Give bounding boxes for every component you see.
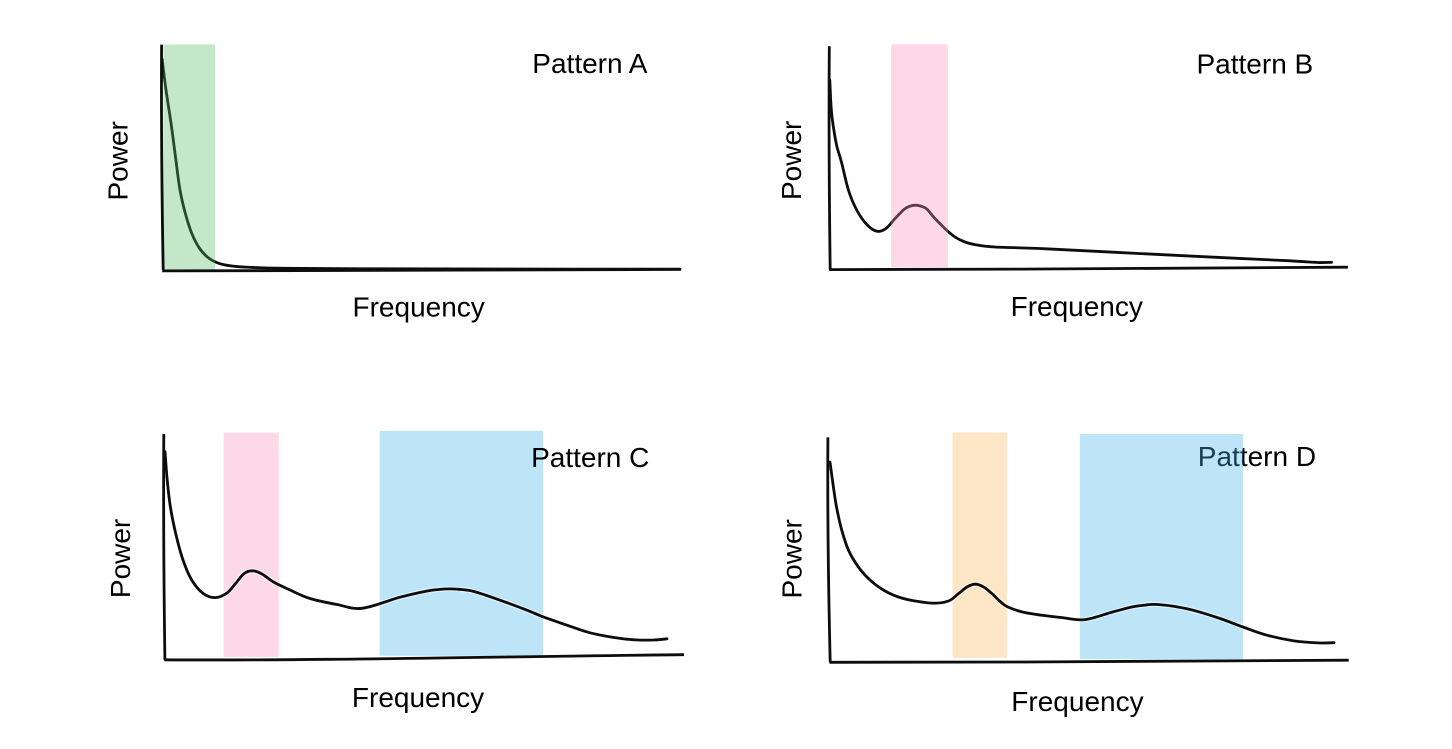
svg-text:Power: Power	[105, 519, 136, 598]
svg-text:Power: Power	[776, 121, 807, 200]
svg-text:Frequency: Frequency	[1011, 686, 1143, 717]
svg-text:Frequency: Frequency	[1011, 291, 1143, 322]
svg-text:Power: Power	[777, 519, 808, 598]
svg-text:Pattern A: Pattern A	[532, 48, 648, 79]
svg-text:Pattern C: Pattern C	[531, 442, 649, 473]
svg-text:Frequency: Frequency	[353, 291, 485, 322]
svg-text:Pattern B: Pattern B	[1197, 49, 1314, 80]
svg-text:Power: Power	[102, 121, 133, 200]
svg-text:Pattern D: Pattern D	[1198, 441, 1316, 472]
svg-text:Frequency: Frequency	[352, 682, 484, 713]
